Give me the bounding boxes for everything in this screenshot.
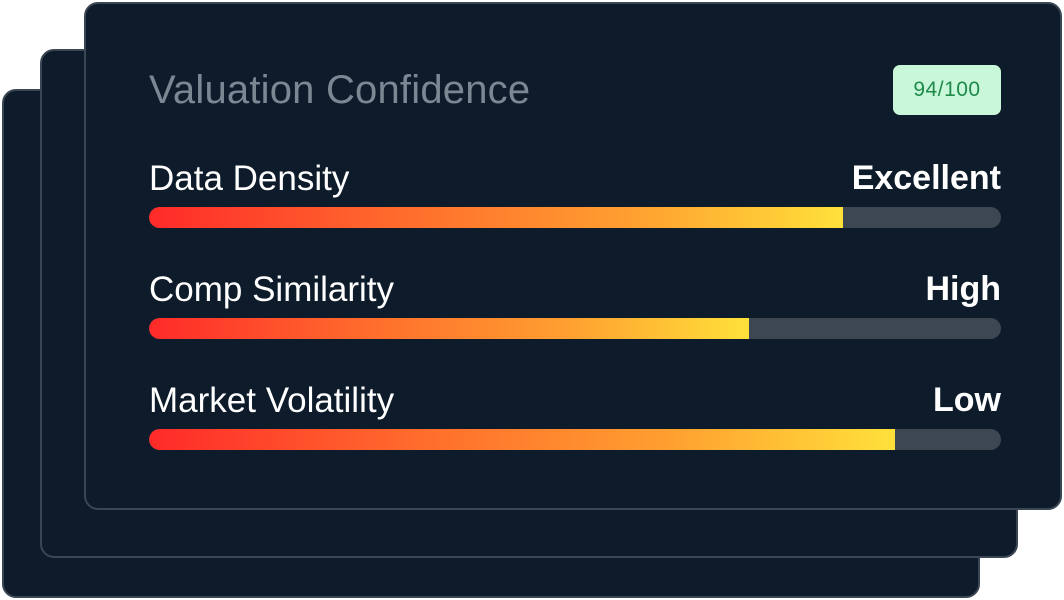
metric-rating: Low [933,381,1001,419]
progress-bar-fill [149,318,749,339]
metric-label: Comp Similarity [149,270,395,309]
progress-bar-track [149,318,1001,339]
progress-bar-fill [149,429,896,450]
valuation-confidence-card: Valuation Confidence 94/100 Data Density… [84,2,1062,510]
card-title: Valuation Confidence [149,68,531,112]
metric-rating: High [925,270,1001,308]
progress-bar-track [149,429,1001,450]
progress-bar-fill [149,207,844,228]
metric-data-density: Data Density Excellent [149,159,1001,229]
metric-label: Market Volatility [149,381,395,420]
score-badge: 94/100 [893,65,1001,115]
metric-rating: Excellent [851,159,1001,197]
metric-label: Data Density [149,159,350,198]
metric-comp-similarity: Comp Similarity High [149,270,1001,340]
metric-market-volatility: Market Volatility Low [149,381,1001,451]
progress-bar-track [149,207,1001,228]
